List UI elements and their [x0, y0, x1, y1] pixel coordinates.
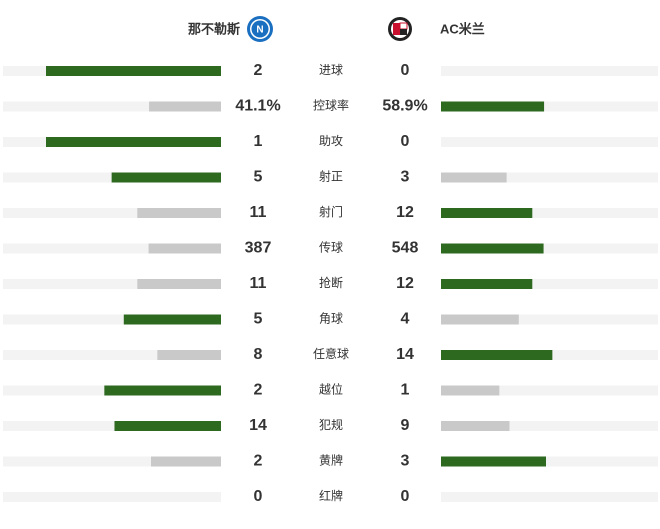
home-bar	[151, 456, 221, 467]
away-value: 12	[396, 204, 414, 221]
away-track	[441, 456, 658, 467]
home-track	[3, 456, 221, 467]
stat-label: 射门	[319, 204, 343, 219]
home-bar	[104, 385, 221, 396]
home-value: 5	[254, 169, 263, 186]
away-track	[441, 66, 658, 76]
home-bar	[114, 421, 221, 431]
away-bar	[441, 279, 533, 289]
away-bar	[441, 314, 519, 325]
home-bar	[148, 243, 221, 254]
away-track	[441, 492, 658, 502]
home-track	[3, 492, 221, 502]
stat-label: 传球	[319, 240, 343, 255]
away-track	[441, 243, 658, 254]
away-bar	[441, 101, 545, 112]
home-bar	[123, 314, 221, 325]
away-value: 3	[401, 169, 410, 186]
away-bar	[441, 208, 533, 218]
home-bar	[157, 350, 221, 360]
home-track	[3, 350, 221, 360]
stat-label: 助攻	[319, 134, 343, 148]
stat-label: 黄牌	[319, 454, 343, 468]
home-bar	[137, 279, 221, 289]
home-bar	[137, 208, 221, 218]
away-track	[441, 101, 658, 112]
home-track	[3, 314, 221, 325]
away-logo	[388, 17, 412, 41]
home-value: 11	[250, 275, 267, 292]
home-value: 0	[254, 488, 263, 505]
away-track	[441, 385, 658, 396]
home-value: 41.1%	[235, 98, 280, 115]
away-value: 14	[396, 346, 414, 363]
stat-label: 任意球	[313, 346, 349, 361]
away-bar	[441, 172, 507, 183]
away-track	[441, 172, 658, 183]
stat-label: 射正	[319, 169, 343, 184]
away-bar	[441, 456, 546, 467]
home-bar	[111, 172, 221, 183]
home-track	[3, 421, 221, 431]
stat-label: 犯规	[319, 417, 343, 432]
home-value: 1	[254, 133, 263, 150]
home-logo: N	[247, 16, 273, 42]
away-bar	[441, 421, 510, 431]
home-value: 8	[254, 346, 263, 363]
away-track	[441, 314, 658, 325]
away-value: 548	[392, 240, 419, 257]
home-track	[3, 243, 221, 254]
away-value: 9	[401, 417, 410, 434]
away-value: 3	[401, 453, 410, 470]
home-team: 那不勒斯	[188, 21, 240, 36]
home-track	[3, 279, 221, 289]
away-value: 0	[401, 133, 410, 150]
home-bar	[46, 66, 221, 76]
stat-label: 角球	[319, 312, 343, 326]
away-bar	[441, 385, 500, 396]
away-value: 0	[401, 488, 410, 505]
away-value: 12	[396, 275, 414, 292]
home-value: 11	[250, 204, 267, 221]
away-track	[441, 421, 658, 431]
home-value: 2	[254, 62, 263, 79]
away-value: 1	[401, 382, 410, 399]
away-value: 4	[401, 311, 410, 328]
home-track	[3, 208, 221, 218]
away-bar	[441, 350, 553, 360]
away-bar	[441, 243, 544, 254]
away-value: 0	[401, 62, 410, 79]
away-value: 58.9%	[382, 98, 427, 115]
home-value: 2	[254, 382, 263, 399]
away-track	[441, 137, 658, 147]
away-track	[441, 208, 658, 218]
away-team: AC米兰	[440, 21, 485, 36]
away-track	[441, 279, 658, 289]
stat-label: 控球率	[313, 98, 349, 113]
stat-label: 越位	[319, 382, 343, 397]
home-value: 387	[245, 240, 272, 257]
home-bar	[46, 137, 221, 147]
stat-label: 进球	[319, 63, 343, 77]
stat-label: 红牌	[319, 488, 343, 503]
home-bar	[149, 101, 221, 112]
home-track	[3, 101, 221, 112]
svg-text:N: N	[256, 25, 263, 36]
home-value: 2	[254, 453, 263, 470]
home-value: 5	[254, 311, 263, 328]
home-value: 14	[249, 417, 267, 434]
stat-label: 抢断	[319, 275, 343, 290]
